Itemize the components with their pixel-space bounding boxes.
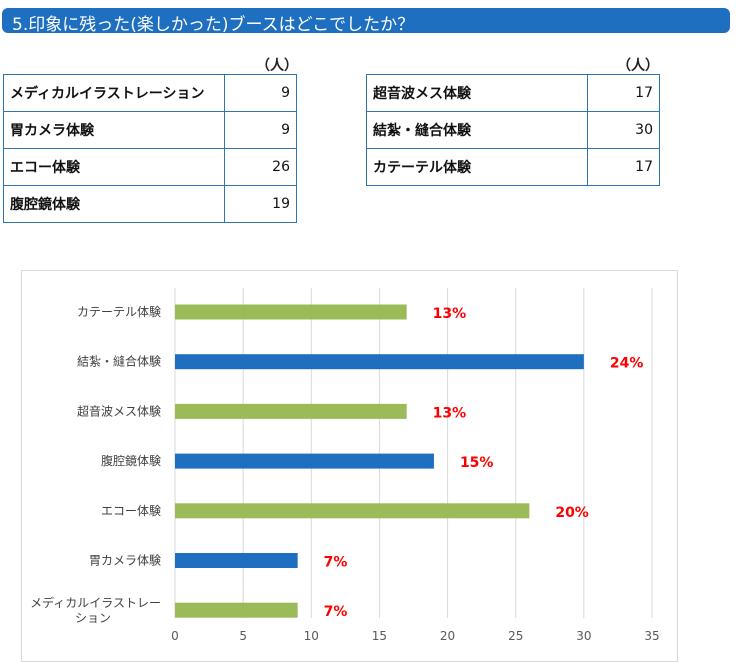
bar (175, 602, 298, 618)
table-cell-label: エコー体験 (3, 148, 225, 186)
data-label: 13% (433, 405, 467, 421)
table-row: 腹腔鏡体験 19 (3, 185, 297, 223)
data-label: 15% (460, 455, 494, 471)
table-cell-value: 17 (587, 74, 660, 112)
table-cell-label: 超音波メス体験 (366, 74, 588, 112)
x-tick-label: 10 (304, 629, 319, 643)
bar (175, 304, 407, 320)
table-cell-label: メディカルイラストレーション (3, 74, 225, 112)
table-row: エコー体験 26 (3, 148, 297, 186)
category-label: 胃カメラ体験 (89, 553, 161, 568)
category-label: メディカルイラストレーション (30, 595, 161, 625)
table-row: メディカルイラストレーション 9 (3, 74, 297, 112)
x-tick-label: 35 (644, 629, 659, 643)
x-tick-label: 20 (440, 629, 455, 643)
bar (175, 553, 298, 568)
table-row: 胃カメラ体験 9 (3, 111, 297, 149)
right-data-table: 超音波メス体験 17 結紮・縫合体験 30 カテーテル体験 17 (366, 74, 660, 186)
data-label: 24% (610, 356, 644, 372)
bar (175, 354, 584, 370)
page-title: 5.印象に残った(楽しかった)ブースはどこでしたか？ (12, 15, 415, 35)
table-cell-value: 9 (224, 111, 297, 149)
data-label: 20% (555, 505, 589, 521)
table-row: 超音波メス体験 17 (366, 74, 660, 112)
x-tick-label: 5 (239, 629, 247, 643)
bar (175, 503, 530, 519)
chart-area: 0 5 10 15 20 25 30 35 カテーテル体験 13% 結紮・縫合体験 24% 超音波メス体… (21, 270, 678, 662)
x-tick-label: 15 (372, 629, 387, 643)
table-cell-label: 胃カメラ体験 (3, 111, 225, 149)
x-tick-label: 30 (576, 629, 591, 643)
bar (175, 453, 434, 469)
data-label: 7% (324, 555, 348, 571)
table-cell-label: カテーテル体験 (366, 148, 588, 186)
table-cell-label: 結紮・縫合体験 (366, 111, 588, 149)
right-table-unit: （人） (617, 58, 659, 74)
x-tick-label: 0 (171, 629, 179, 643)
category-label: 腹腔鏡体験 (101, 453, 161, 468)
table-cell-value: 17 (587, 148, 660, 186)
table-cell-value: 19 (224, 185, 297, 223)
left-table-unit: （人） (256, 58, 298, 74)
title-bar: 5.印象に残った(楽しかった)ブースはどこでしたか？ (2, 8, 730, 35)
category-label: カテーテル体験 (77, 304, 161, 319)
data-label: 7% (324, 604, 348, 620)
left-data-table: メディカルイラストレーション 9 胃カメラ体験 9 エコー体験 26 腹腔鏡体験… (3, 74, 297, 223)
x-tick-label: 25 (508, 629, 523, 643)
table-row: カテーテル体験 17 (366, 148, 660, 186)
category-label: 超音波メス体験 (77, 403, 161, 418)
table-cell-value: 9 (224, 74, 297, 112)
table-cell-label: 腹腔鏡体験 (3, 185, 225, 223)
bar (175, 403, 407, 419)
category-label: エコー体験 (101, 503, 161, 518)
table-cell-value: 30 (587, 111, 660, 149)
table-row: 結紮・縫合体験 30 (366, 111, 660, 149)
category-label: 結紮・縫合体験 (77, 354, 161, 369)
data-label: 13% (433, 306, 467, 322)
table-cell-value: 26 (224, 148, 297, 186)
bar-chart: 0 5 10 15 20 25 30 35 カテーテル体験 13% 結紮・縫合体験 24% 超音波メス体… (30, 288, 660, 643)
